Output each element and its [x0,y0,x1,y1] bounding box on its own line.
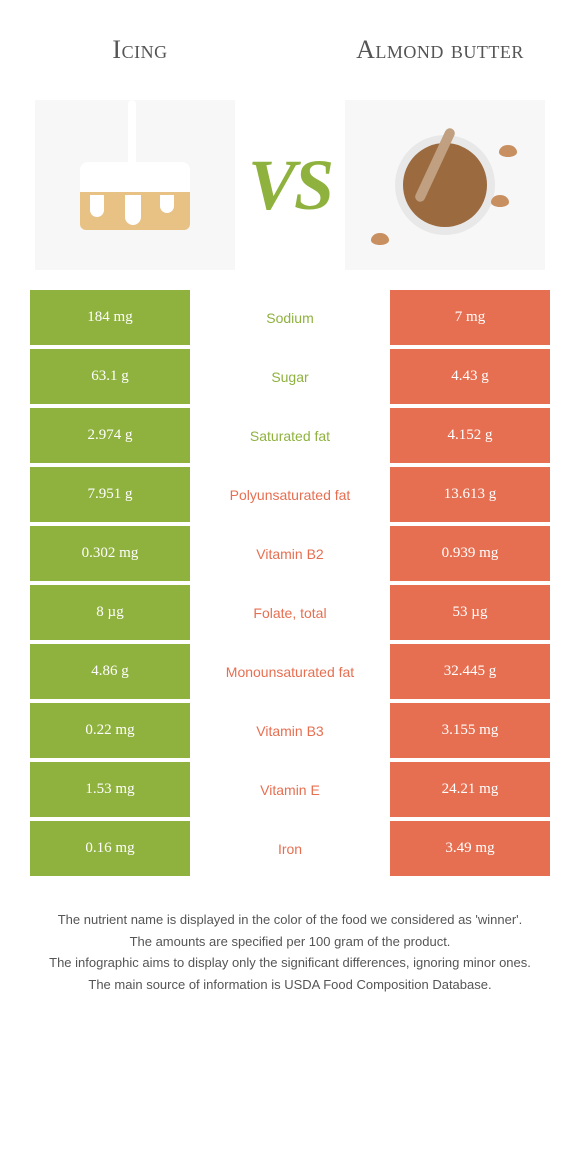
nutrient-row: 1.53 mgVitamin E24.21 mg [30,762,550,817]
left-value: 1.53 mg [30,762,190,817]
nutrient-row: 0.22 mgVitamin B33.155 mg [30,703,550,758]
nutrient-label: Polyunsaturated fat [190,467,390,522]
cake-icon [70,140,200,230]
nutrient-row: 0.302 mgVitamin B20.939 mg [30,526,550,581]
nutrient-label: Vitamin B3 [190,703,390,758]
nutrient-label: Iron [190,821,390,876]
footer-line: The nutrient name is displayed in the co… [30,910,550,930]
right-value: 4.152 g [390,408,550,463]
nutrient-label: Vitamin E [190,762,390,817]
left-food-title: Icing [30,36,250,63]
nutrient-label: Monounsaturated fat [190,644,390,699]
right-value: 7 mg [390,290,550,345]
left-value: 4.86 g [30,644,190,699]
left-value: 7.951 g [30,467,190,522]
nutrient-label: Vitamin B2 [190,526,390,581]
footer-line: The amounts are specified per 100 gram o… [30,932,550,952]
right-value: 13.613 g [390,467,550,522]
nutrient-row: 63.1 gSugar4.43 g [30,349,550,404]
comparison-header: Icing Almond butter [30,0,550,100]
right-value: 24.21 mg [390,762,550,817]
left-value: 184 mg [30,290,190,345]
nutrient-label: Sugar [190,349,390,404]
nutrient-row: 4.86 gMonounsaturated fat32.445 g [30,644,550,699]
left-value: 8 µg [30,585,190,640]
right-value: 32.445 g [390,644,550,699]
left-value: 0.16 mg [30,821,190,876]
nutrient-row: 184 mgSodium7 mg [30,290,550,345]
nutrient-row: 8 µgFolate, total53 µg [30,585,550,640]
right-value: 3.155 mg [390,703,550,758]
left-food-image [35,100,235,270]
right-value: 0.939 mg [390,526,550,581]
nutrient-row: 0.16 mgIron3.49 mg [30,821,550,876]
footer-line: The main source of information is USDA F… [30,975,550,995]
almond-butter-icon [375,115,515,255]
left-value: 0.22 mg [30,703,190,758]
nutrient-label: Sodium [190,290,390,345]
footer-line: The infographic aims to display only the… [30,953,550,973]
right-value: 53 µg [390,585,550,640]
comparison-images: vs [30,100,550,290]
footer-notes: The nutrient name is displayed in the co… [30,880,550,994]
left-value: 0.302 mg [30,526,190,581]
nutrient-row: 7.951 gPolyunsaturated fat13.613 g [30,467,550,522]
nutrient-label: Folate, total [190,585,390,640]
nutrient-table: 184 mgSodium7 mg63.1 gSugar4.43 g2.974 g… [30,290,550,876]
left-value: 63.1 g [30,349,190,404]
right-value: 4.43 g [390,349,550,404]
nutrient-row: 2.974 gSaturated fat4.152 g [30,408,550,463]
vs-label: vs [248,144,332,227]
right-food-image [345,100,545,270]
right-food-title: Almond butter [330,36,550,63]
left-value: 2.974 g [30,408,190,463]
nutrient-label: Saturated fat [190,408,390,463]
right-value: 3.49 mg [390,821,550,876]
